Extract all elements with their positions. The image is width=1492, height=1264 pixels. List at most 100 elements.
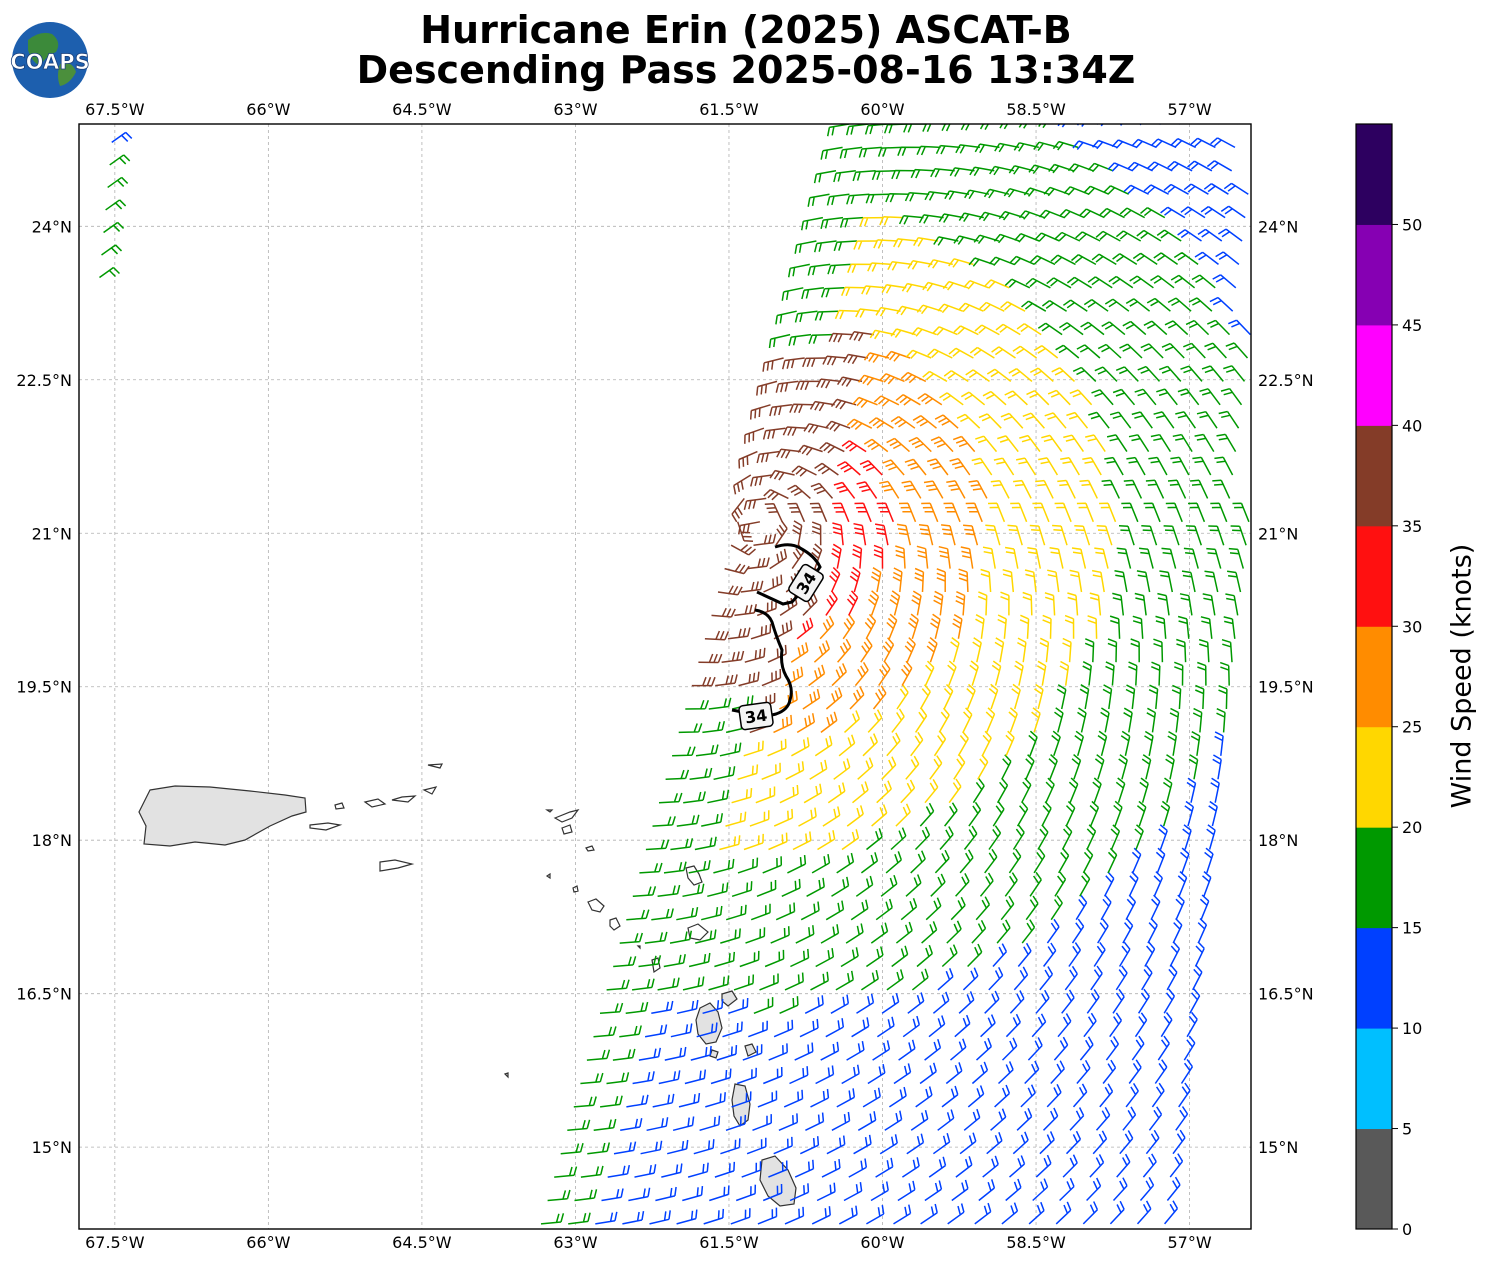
- wind-barb: [1029, 524, 1046, 546]
- wind-barb: [682, 1186, 704, 1202]
- wind-barb: [1115, 777, 1126, 803]
- wind-barb: [866, 1204, 885, 1225]
- wind-barb: [1094, 754, 1105, 780]
- wind-barb: [801, 287, 824, 300]
- wind-barb: [930, 873, 946, 897]
- wind-barb: [882, 459, 905, 476]
- wind-barb: [717, 585, 743, 596]
- wind-barb: [1150, 275, 1175, 289]
- wind-barb: [794, 310, 818, 323]
- lon-tick-label: 57°W: [1167, 100, 1211, 119]
- lat-tick-label: 15°N: [32, 1138, 72, 1157]
- wind-barb: [963, 825, 978, 850]
- wind-barb: [836, 1088, 856, 1108]
- wind-barb: [1000, 412, 1024, 429]
- wind-barb: [768, 832, 788, 851]
- wind-barb: [1116, 1153, 1131, 1178]
- wind-barb: [859, 216, 884, 227]
- wind-barb: [1183, 183, 1209, 195]
- wind-barb: [867, 262, 892, 272]
- wind-barb: [1212, 274, 1237, 289]
- wind-barb: [1095, 1106, 1111, 1131]
- wind-barb: [886, 613, 898, 640]
- wind-barb: [763, 1066, 783, 1085]
- wind-barb: [1091, 253, 1117, 266]
- wind-barb: [849, 566, 861, 593]
- wind-barb: [710, 1068, 732, 1085]
- wind-barb: [879, 480, 900, 499]
- wind-barb: [749, 810, 770, 827]
- wind-barb: [994, 637, 1005, 663]
- wind-barb: [1200, 205, 1226, 219]
- wind-barb: [1029, 255, 1056, 266]
- wind-barb: [634, 1164, 657, 1178]
- wind-barb: [826, 124, 850, 137]
- wind-barb: [820, 711, 838, 733]
- wind-barb: [1182, 824, 1192, 850]
- wind-barb: [826, 1135, 846, 1155]
- wind-barb: [968, 257, 994, 267]
- wind-barb: [737, 521, 761, 535]
- wind-barb: [865, 193, 890, 204]
- wind-barb: [787, 855, 807, 874]
- wind-barb: [1007, 524, 1023, 546]
- wind-barb: [1167, 730, 1178, 756]
- wind-barb: [1153, 411, 1175, 429]
- wind-barb: [1057, 1013, 1072, 1038]
- martinique-island: [759, 1155, 797, 1207]
- wind-barb: [1160, 800, 1171, 827]
- wind-barb: [1001, 754, 1012, 780]
- wind-barb: [560, 1143, 584, 1155]
- wind-barb: [1160, 1012, 1173, 1038]
- wind-barb: [830, 398, 857, 410]
- wind-barb: [839, 146, 863, 159]
- wind-barb: [678, 1093, 701, 1108]
- wind-barb: [769, 469, 795, 481]
- lon-tick-label: 64.5°W: [392, 1233, 452, 1252]
- wind-barb: [845, 923, 864, 944]
- wind-barb: [1169, 707, 1180, 733]
- wind-barb: [573, 1096, 597, 1108]
- wind-barb: [963, 524, 979, 546]
- wind-barb: [1036, 660, 1047, 686]
- wind-barb: [1118, 525, 1135, 546]
- wind-barb: [843, 1181, 863, 1202]
- lat-tick-label: 18°N: [1258, 831, 1298, 850]
- wind-barb: [1000, 301, 1026, 312]
- wind-barb: [1039, 1131, 1055, 1155]
- wind-barb: [770, 926, 790, 944]
- wind-barb: [1005, 1013, 1021, 1038]
- wind-barb: [1019, 434, 1041, 453]
- wind-barb: [975, 1037, 992, 1061]
- wind-barb: [941, 1085, 959, 1108]
- wind-barb: [725, 1114, 747, 1132]
- wind-barb: [628, 1187, 651, 1202]
- wind-barb: [1170, 138, 1197, 149]
- wind-barb: [1048, 754, 1058, 780]
- wind-barb: [773, 620, 793, 640]
- wind-barb: [1204, 847, 1214, 874]
- wind-barb: [808, 333, 833, 344]
- wind-barb: [826, 193, 850, 206]
- wind-barb: [1188, 754, 1199, 780]
- wind-barb: [757, 1207, 778, 1225]
- wind-barb: [889, 590, 901, 616]
- wind-barb: [1106, 434, 1128, 453]
- wind-barb: [676, 814, 700, 827]
- wind-barb: [703, 1208, 725, 1225]
- wind-barb: [708, 697, 732, 710]
- wind-barb: [1099, 1083, 1114, 1108]
- wind-barb: [1060, 457, 1080, 476]
- wind-barb: [1187, 160, 1213, 172]
- wind-barb: [1095, 230, 1121, 242]
- wind-barb: [1115, 230, 1142, 242]
- wind-barb: [1082, 847, 1094, 874]
- wind-barb: [1129, 275, 1154, 289]
- wind-barb: [875, 898, 893, 921]
- wind-barb: [1150, 138, 1177, 149]
- wind-barb: [1176, 638, 1187, 663]
- wind-barb: [978, 413, 1002, 429]
- wind-barb: [1053, 1036, 1069, 1061]
- wind-barb: [1101, 479, 1120, 499]
